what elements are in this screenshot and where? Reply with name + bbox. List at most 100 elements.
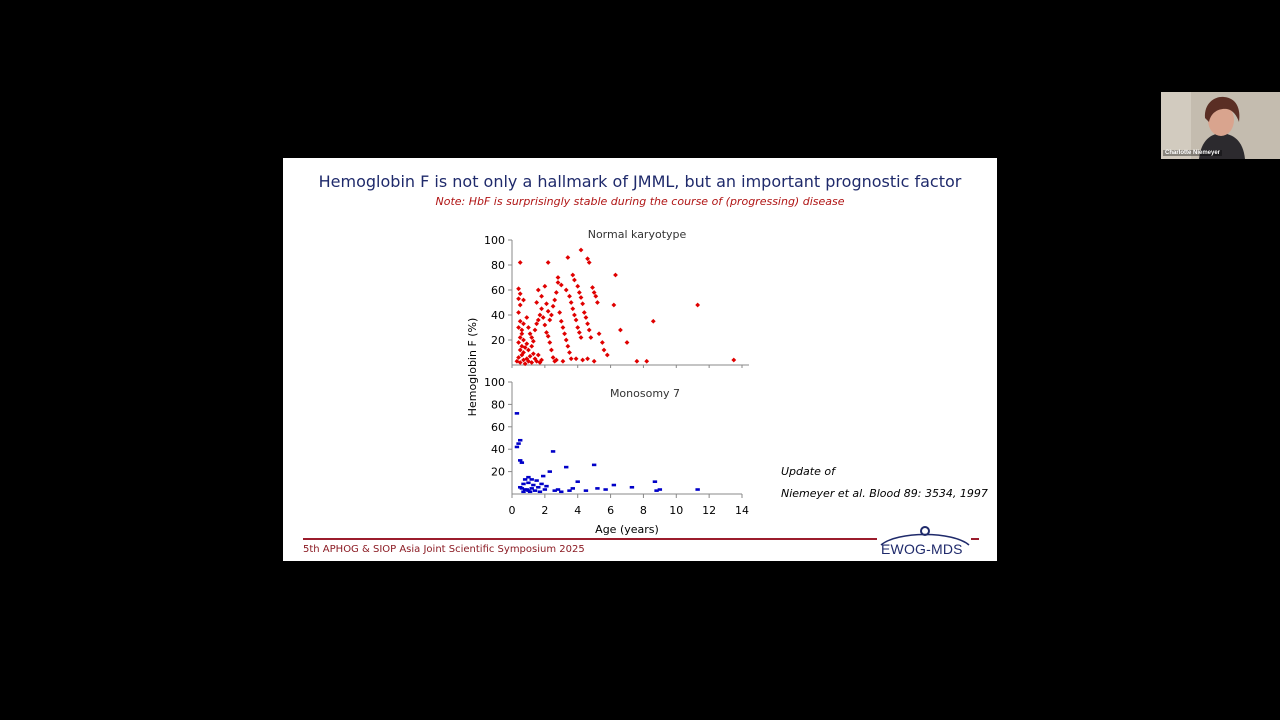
data-point xyxy=(517,260,523,265)
footer-divider-end xyxy=(971,538,979,540)
data-point xyxy=(695,302,701,308)
data-point xyxy=(559,490,564,494)
y-tick-label: 80 xyxy=(491,398,505,411)
data-point xyxy=(555,275,561,280)
data-point xyxy=(535,287,541,293)
data-point xyxy=(552,489,557,492)
data-point xyxy=(557,310,563,315)
data-point xyxy=(539,357,544,363)
data-point xyxy=(521,297,526,303)
y-tick-label: 20 xyxy=(491,466,505,479)
data-point xyxy=(549,312,554,318)
data-point xyxy=(516,296,521,302)
data-point xyxy=(532,327,538,333)
data-point xyxy=(526,347,531,353)
presentation-slide: Hemoglobin F is not only a hallmark of J… xyxy=(283,158,997,561)
data-point xyxy=(581,310,587,315)
data-point xyxy=(603,488,608,491)
data-point xyxy=(514,445,520,449)
data-point xyxy=(731,357,737,363)
data-point xyxy=(695,488,700,491)
data-point xyxy=(519,327,525,333)
data-point xyxy=(560,325,566,330)
data-point xyxy=(591,463,597,467)
data-point xyxy=(521,350,526,355)
data-point xyxy=(529,478,534,481)
data-point xyxy=(565,343,571,349)
slide-title: Hemoglobin F is not only a hallmark of J… xyxy=(318,172,962,191)
data-point xyxy=(650,318,656,324)
data-point xyxy=(530,351,536,357)
data-point xyxy=(545,260,551,265)
data-point xyxy=(547,470,552,473)
data-point xyxy=(517,347,523,353)
data-point xyxy=(522,361,528,367)
data-point xyxy=(517,291,523,297)
data-point xyxy=(575,480,580,483)
data-point xyxy=(524,315,530,320)
data-point xyxy=(624,340,630,345)
data-point xyxy=(570,306,576,312)
data-point xyxy=(595,487,600,490)
x-tick-label: 2 xyxy=(541,504,548,517)
data-point xyxy=(580,357,586,363)
data-point xyxy=(516,310,521,315)
data-point xyxy=(532,356,538,362)
data-point xyxy=(580,301,586,307)
data-point xyxy=(573,356,579,362)
data-point xyxy=(535,352,541,358)
data-point xyxy=(526,489,531,492)
data-point xyxy=(539,482,544,486)
x-tick-label: 12 xyxy=(702,504,716,517)
data-point xyxy=(583,315,589,320)
data-point xyxy=(567,350,572,355)
data-point xyxy=(537,490,543,494)
data-point xyxy=(542,488,548,491)
participant-video-image xyxy=(1161,92,1280,159)
data-point xyxy=(517,318,523,324)
data-point xyxy=(529,343,535,349)
data-point xyxy=(590,285,595,290)
data-point xyxy=(522,488,528,491)
x-tick-label: 14 xyxy=(735,504,749,517)
panel-title: Normal karyotype xyxy=(588,228,687,241)
data-point xyxy=(518,485,523,489)
data-point xyxy=(613,272,618,278)
data-point xyxy=(644,358,650,364)
data-point xyxy=(540,315,546,320)
data-point xyxy=(534,479,539,482)
footer-text: 5th APHOG & SIOP Asia Joint Scientific S… xyxy=(303,544,585,555)
data-point xyxy=(521,337,526,343)
y-tick-label: 100 xyxy=(484,376,505,389)
data-point xyxy=(550,450,556,453)
data-point xyxy=(586,327,592,333)
data-point xyxy=(558,318,564,324)
data-point xyxy=(585,256,590,262)
data-point xyxy=(657,488,663,491)
data-point xyxy=(537,312,543,318)
data-point xyxy=(591,290,597,295)
y-tick-label: 80 xyxy=(491,259,505,272)
data-point xyxy=(588,335,594,340)
data-point xyxy=(521,357,526,363)
panel-title: Monosomy 7 xyxy=(610,387,680,400)
x-tick-label: 0 xyxy=(509,504,516,517)
participant-name: Charlotte Niemeyer xyxy=(1163,150,1223,156)
data-point xyxy=(534,321,540,327)
x-tick-label: 6 xyxy=(607,504,614,517)
data-point xyxy=(555,488,561,491)
data-point xyxy=(537,360,543,365)
data-point xyxy=(527,353,533,359)
data-point xyxy=(560,358,566,364)
x-tick-label: 4 xyxy=(574,504,581,517)
data-point xyxy=(516,286,521,292)
data-point xyxy=(517,335,523,340)
data-point xyxy=(539,293,544,299)
data-point xyxy=(599,340,605,345)
data-point xyxy=(576,290,582,295)
data-point xyxy=(529,487,534,490)
logo-text: EWOG-MDS xyxy=(881,541,963,557)
participant-video-tile[interactable]: Charlotte Niemeyer xyxy=(1161,92,1280,159)
ewog-mds-logo xyxy=(880,526,970,546)
data-point xyxy=(519,331,525,337)
